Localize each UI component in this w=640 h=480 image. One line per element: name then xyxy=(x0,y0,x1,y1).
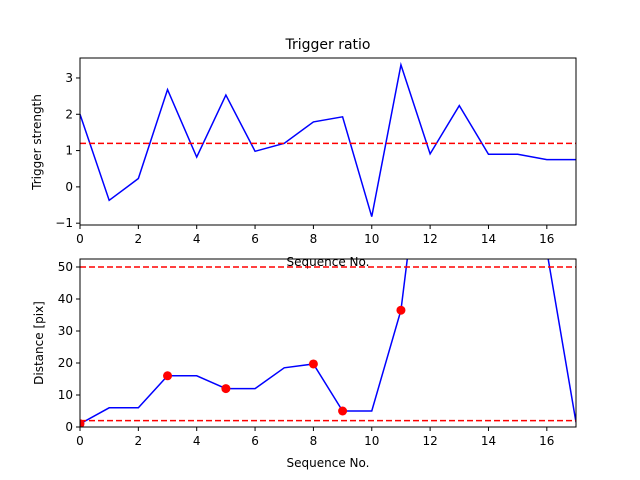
y-tick-label: 0 xyxy=(65,420,73,434)
x-axis-label: Sequence No. xyxy=(287,456,370,470)
data-point-marker xyxy=(396,305,406,315)
data-point-marker xyxy=(163,371,173,381)
x-tick-label: 6 xyxy=(251,434,259,448)
plot-area: 0 2 4 6 8 10 12 14 16 0 10 20 30 40 50 xyxy=(58,258,577,448)
series-line xyxy=(80,61,576,217)
x-tick-label: 16 xyxy=(539,232,554,246)
plot-frame xyxy=(79,258,577,428)
x-tick-label: 4 xyxy=(193,232,201,246)
data-layer xyxy=(80,259,576,427)
x-tick-label: 0 xyxy=(76,434,84,448)
x-tick-label: 2 xyxy=(135,434,143,448)
y-tick-label: 3 xyxy=(65,71,73,85)
x-tick-label: 10 xyxy=(364,232,379,246)
x-tick-label: 10 xyxy=(364,434,379,448)
y-tick-label: 50 xyxy=(58,260,73,274)
data-point-marker xyxy=(80,419,85,427)
plot-frame xyxy=(79,57,577,226)
y-axis-label: Distance [pix] xyxy=(32,301,46,385)
x-tick-label: 8 xyxy=(310,434,318,448)
y-tick-label: 30 xyxy=(58,324,73,338)
x-tick-label: 14 xyxy=(481,232,496,246)
chart-title: Trigger ratio xyxy=(284,37,370,53)
y-tick-label: −1 xyxy=(55,216,73,230)
y-axis-label: Trigger strength xyxy=(30,94,44,191)
data-point-marker xyxy=(221,384,231,394)
x-tick-label: 6 xyxy=(251,232,259,246)
y-tick-label: 10 xyxy=(58,388,73,402)
data-layer xyxy=(80,61,576,217)
y-tick-label: 40 xyxy=(58,292,73,306)
x-tick-label: 2 xyxy=(135,232,143,246)
x-tick-label: 14 xyxy=(481,434,496,448)
series-line xyxy=(80,259,576,425)
data-point-marker xyxy=(338,406,348,416)
x-tick-label: 12 xyxy=(422,434,437,448)
y-tick-label: 1 xyxy=(65,144,73,158)
x-tick-label: 16 xyxy=(539,434,554,448)
x-tick-label: 12 xyxy=(422,232,437,246)
y-tick-label: 2 xyxy=(65,107,73,121)
x-tick-label: 8 xyxy=(310,232,318,246)
y-tick-label: 20 xyxy=(58,356,73,370)
data-point-marker xyxy=(308,359,318,369)
x-tick-label: 4 xyxy=(193,434,201,448)
distance-chart: Sequence No. Distance [pix] 0 2 4 6 8 10 12 14 1… xyxy=(32,258,577,470)
y-tick-label: 0 xyxy=(65,180,73,194)
x-tick-label: 0 xyxy=(76,232,84,246)
